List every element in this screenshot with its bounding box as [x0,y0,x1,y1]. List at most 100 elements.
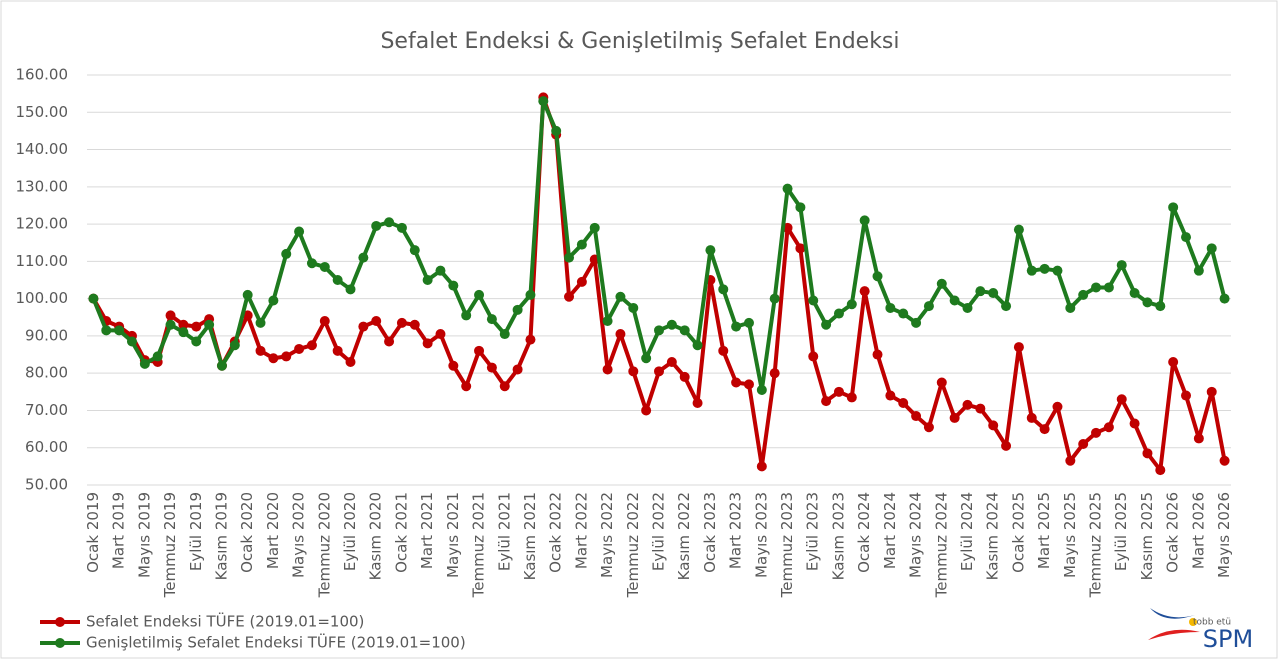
point [602,316,613,326]
point [512,364,523,375]
point [872,349,883,360]
point [396,222,407,233]
point [268,353,279,364]
x-tick-label: Ocak 2025 [1009,492,1027,573]
point [204,319,215,330]
x-tick-label: Mart 2026 [1189,492,1207,569]
point [345,357,356,367]
point [525,289,536,300]
point [1052,401,1063,412]
x-tick-label: Temmuz 2021 [470,492,488,598]
point [294,343,305,354]
point [769,368,780,379]
point [1181,390,1192,401]
x-tick-label: Ocak 2026 [1164,492,1182,573]
point [576,239,587,250]
x-tick-label: Eylül 2021 [495,492,513,571]
point [641,353,652,364]
point [319,316,330,326]
point [268,295,279,306]
point [1206,386,1217,397]
x-tick-label: Mayıs 2023 [752,492,770,578]
point [654,325,664,336]
point [152,351,163,362]
point [1181,232,1192,243]
point [564,252,575,263]
point [1168,202,1179,213]
point [743,317,754,328]
point [795,202,806,213]
point [679,371,690,382]
point [1116,394,1127,405]
point [756,384,767,395]
point [679,325,690,336]
point [1039,263,1050,274]
point [306,340,317,351]
logo-small: tobb etü [1193,618,1231,628]
point [512,304,523,315]
x-tick-label: Mayıs 2026 [1215,492,1233,578]
point [692,398,703,408]
logo-dot [1189,618,1197,626]
x-tick-label: Eylül 2025 [1112,492,1130,571]
point [396,317,407,328]
point [319,261,330,272]
point [486,314,497,325]
point [499,381,510,392]
legend-label: Sefalet Endeksi TÜFE (2019.01=100) [86,612,364,631]
point [821,396,832,407]
point [923,422,934,433]
x-tick-label: Kasım 2024 [984,492,1002,580]
y-tick-label: 100.00 [16,289,69,307]
point [1168,357,1179,367]
point [448,360,459,371]
x-tick-label: Mayıs 2021 [444,492,462,578]
logo-swoosh [1150,608,1195,619]
point [88,293,99,304]
point [936,377,947,388]
point [846,392,857,403]
point [628,366,639,377]
point [126,336,137,347]
logo: tobb etü SPM [1148,608,1253,653]
point [422,338,433,349]
legend-marker [55,617,65,627]
y-tick-label: 50.00 [25,476,68,494]
point [692,340,703,351]
legend-marker [55,638,65,648]
point [769,293,780,304]
point [165,310,176,321]
x-tick-label: Mayıs 2019 [135,492,153,578]
point [486,362,497,373]
point [602,364,613,375]
y-tick-label: 150.00 [16,103,69,121]
point [1026,265,1037,276]
y-tick-label: 80.00 [25,364,68,382]
point [178,319,189,330]
point [1116,260,1127,271]
x-tick-label: Kasım 2019 [212,492,230,580]
point [461,381,472,392]
x-tick-label: Eylül 2022 [650,492,668,571]
point [281,351,292,362]
point [705,245,716,256]
point [821,319,832,330]
point [1039,424,1050,435]
x-tick-label: Mart 2024 [881,492,899,569]
point [936,278,947,289]
point [1142,448,1153,459]
x-tick-label: Mart 2025 [1035,492,1053,569]
y-tick-label: 90.00 [25,326,68,344]
point [1155,301,1166,312]
point [808,295,819,306]
x-tick-label: Eylül 2023 [804,492,822,571]
point [641,405,652,416]
point [422,275,433,285]
point [332,275,343,285]
point [731,321,742,332]
point [1219,455,1230,466]
point [898,398,909,408]
point [1065,455,1076,466]
y-tick-label: 120.00 [16,215,69,233]
